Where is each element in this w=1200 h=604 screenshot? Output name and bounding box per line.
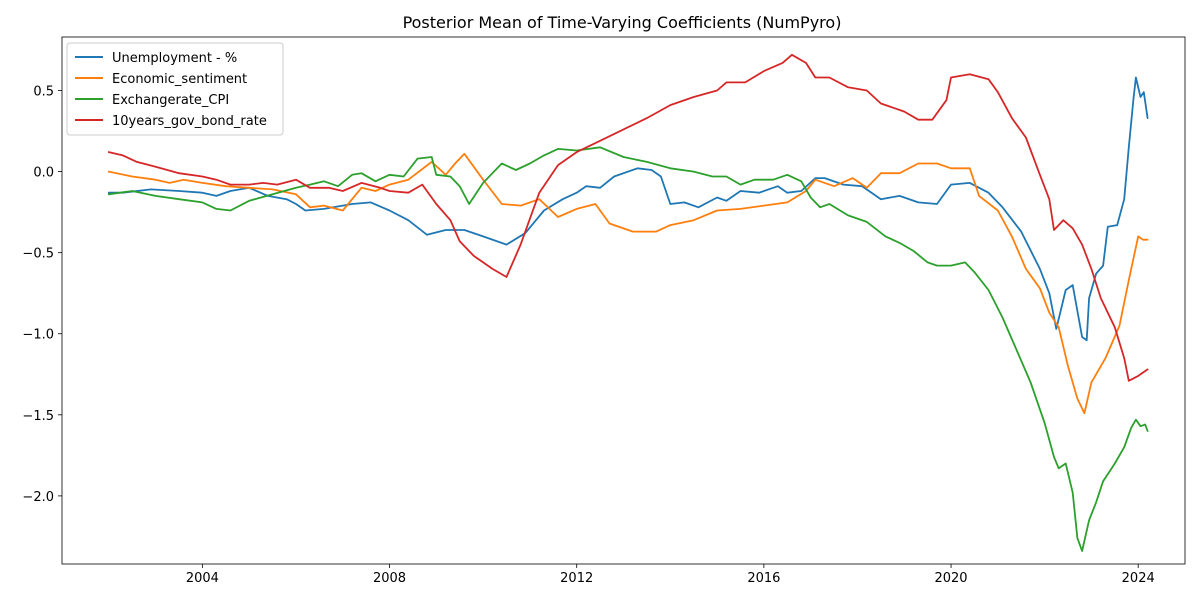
y-tick-label: 0.5 — [33, 85, 54, 100]
y-tick-label: −0.5 — [22, 247, 54, 262]
legend-label: Unemployment - % — [112, 51, 237, 66]
series-line-0 — [107, 76, 1149, 342]
legend-box — [66, 42, 284, 136]
legend-label: Exchangerate_CPI — [112, 93, 229, 108]
x-tick-label: 2008 — [373, 571, 406, 586]
y-tick-label: −1.0 — [22, 328, 54, 343]
y-tick-label: 0.0 — [33, 166, 54, 181]
x-tick-label: 2004 — [186, 571, 219, 586]
legend-label: Economic_sentiment — [112, 72, 247, 87]
series-line-3 — [107, 53, 1149, 382]
y-axis: 0.5 0.0 −0.5 −1.0 −1.5 −2.0 — [22, 85, 62, 505]
y-tick-label: −2.0 — [22, 490, 54, 505]
series-layer — [107, 53, 1149, 552]
x-tick-label: 2016 — [747, 571, 780, 586]
x-tick-label: 2012 — [560, 571, 593, 586]
legend: Unemployment - % Economic_sentiment Exchan… — [66, 42, 284, 136]
legend-label: 10years_gov_bond_rate — [112, 114, 267, 129]
x-axis: 2004 2008 2012 2016 2020 2024 — [186, 564, 1155, 586]
plot-frame — [61, 36, 1186, 565]
series-line-2 — [107, 146, 1149, 552]
x-tick-label: 2020 — [934, 571, 967, 586]
chart-title: Posterior Mean of Time-Varying Coefficie… — [403, 13, 842, 32]
y-tick-label: −1.5 — [22, 409, 54, 424]
x-tick-label: 2024 — [1122, 571, 1155, 586]
series-line-1 — [107, 152, 1149, 415]
